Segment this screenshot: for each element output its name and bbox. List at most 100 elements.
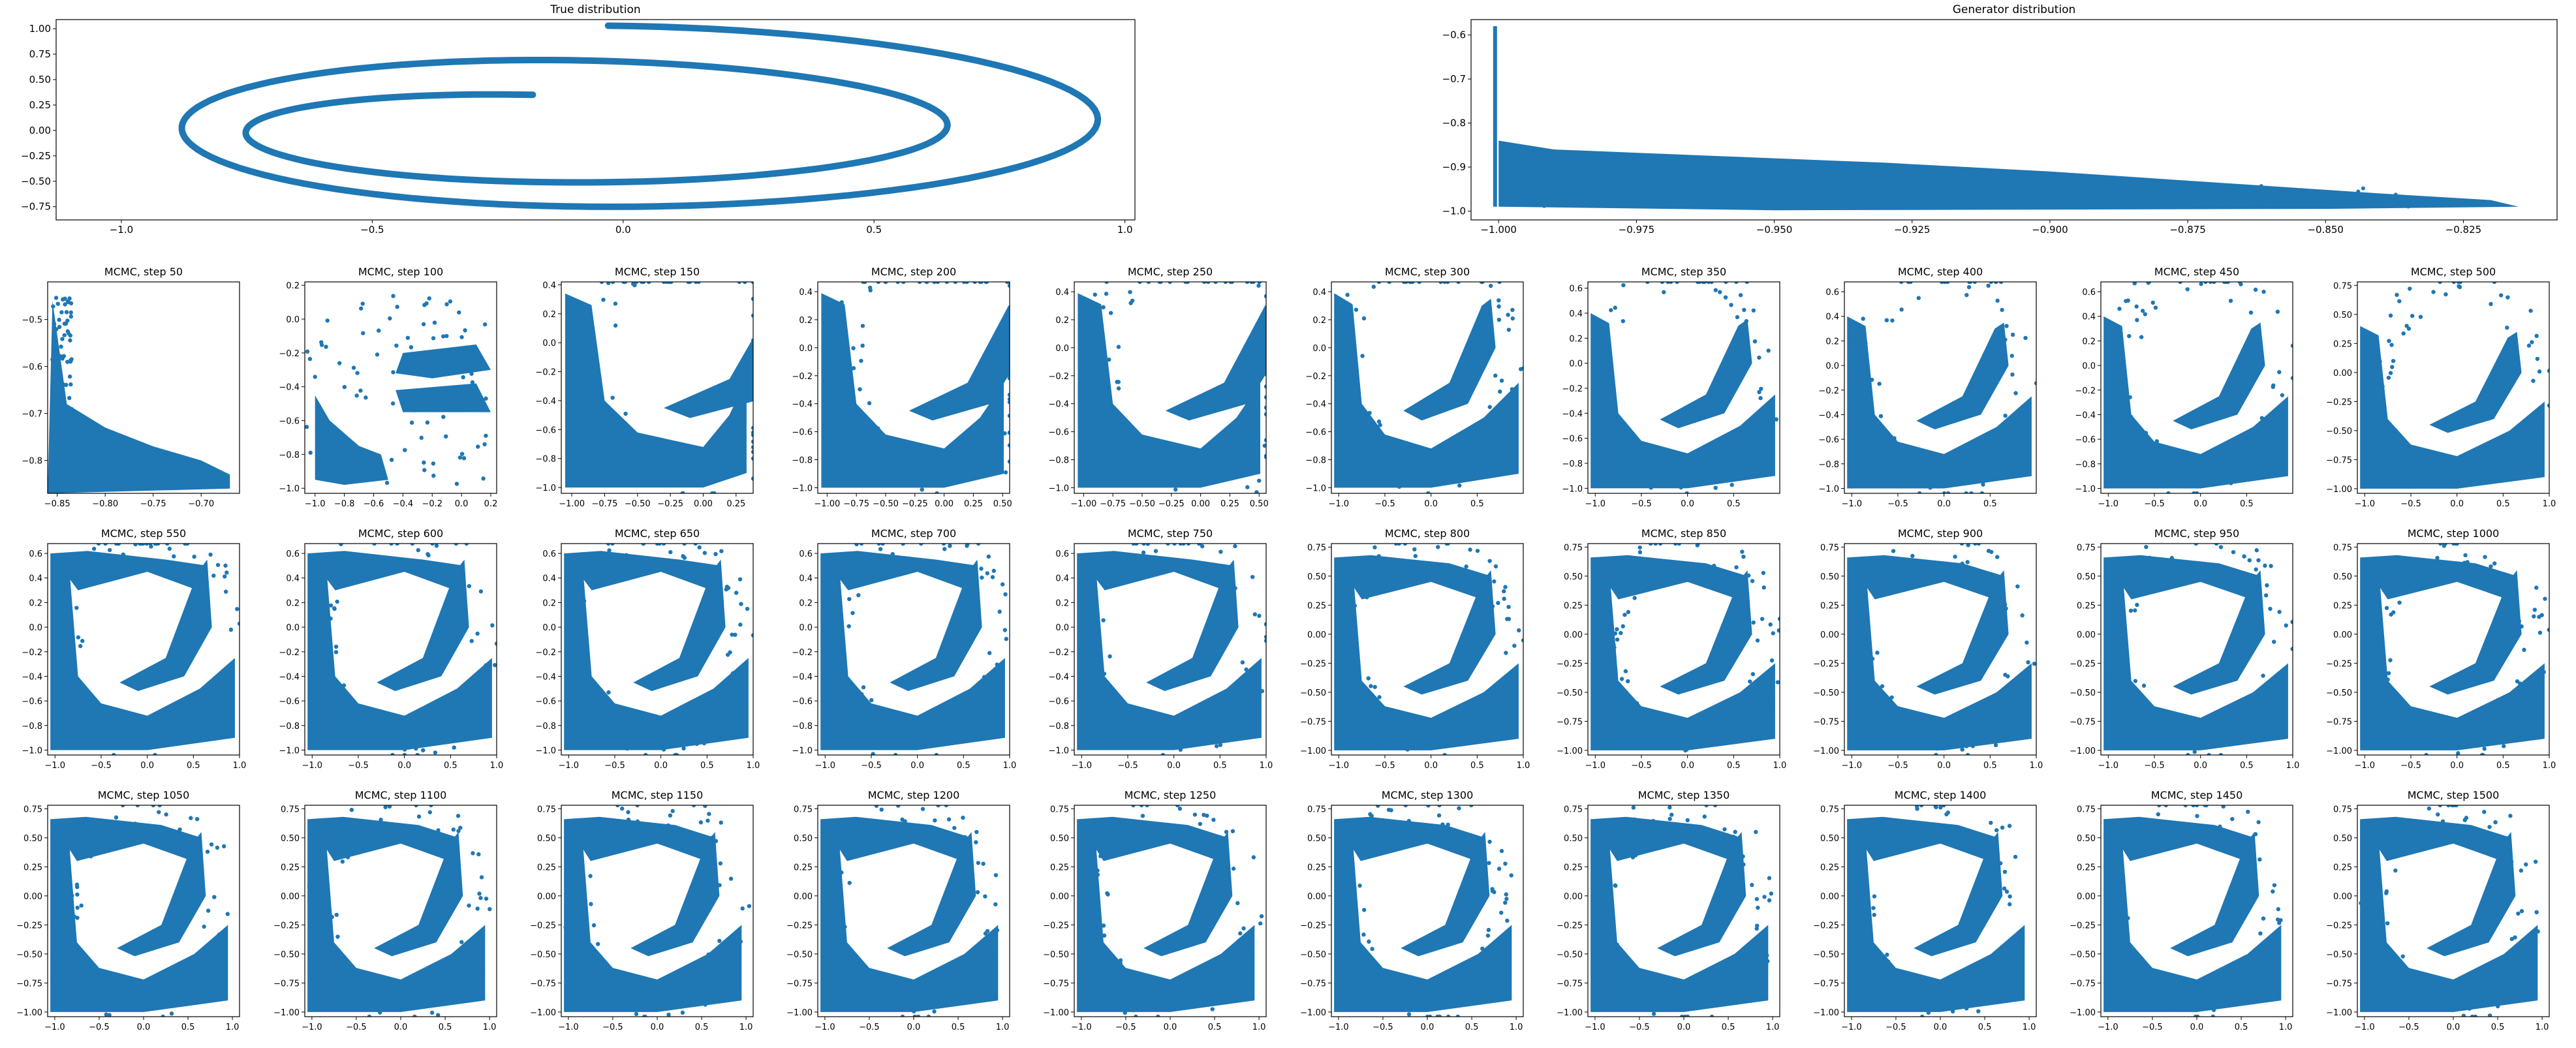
y-tick-label: −1.0 bbox=[535, 746, 556, 756]
data-point bbox=[2290, 647, 2293, 651]
x-tick-label: 0.0 bbox=[2194, 499, 2207, 509]
data-point bbox=[1381, 722, 1386, 727]
data-point bbox=[372, 544, 377, 546]
data-point bbox=[826, 928, 831, 932]
data-point bbox=[88, 854, 93, 859]
data-point bbox=[356, 976, 362, 981]
data-point bbox=[1919, 463, 1924, 469]
data-point bbox=[328, 603, 334, 608]
data-point bbox=[107, 1013, 112, 1017]
data-point bbox=[1737, 442, 1741, 446]
data-point bbox=[1703, 740, 1709, 745]
data-point bbox=[993, 872, 999, 878]
data-point bbox=[325, 318, 330, 323]
x-tick-label: 0.00 bbox=[935, 499, 954, 509]
data-point bbox=[355, 371, 360, 375]
x-tick-label: −0.5 bbox=[602, 1023, 623, 1032]
y-tick-label: 0.75 bbox=[1050, 805, 1069, 814]
data-point bbox=[1978, 738, 1982, 743]
data-point bbox=[461, 455, 467, 461]
data-point bbox=[2208, 282, 2213, 285]
scatter-points bbox=[565, 282, 753, 493]
data-point bbox=[2179, 199, 2183, 204]
y-tick-label: −0.2 bbox=[792, 372, 813, 382]
data-point bbox=[1760, 617, 1765, 621]
y-tick-label: −0.4 bbox=[2075, 410, 2096, 420]
y-tick-label: 0.4 bbox=[1312, 288, 1326, 298]
data-point bbox=[1906, 282, 1911, 285]
point-cloud bbox=[2103, 816, 2255, 861]
data-point bbox=[1993, 964, 1997, 969]
data-point bbox=[2467, 1006, 2472, 1011]
data-point bbox=[1858, 667, 1863, 671]
data-point bbox=[1244, 667, 1249, 672]
data-point bbox=[2436, 812, 2440, 817]
point-cloud bbox=[396, 383, 491, 412]
y-tick-label: −1.00 bbox=[786, 1008, 813, 1018]
data-point bbox=[2443, 544, 2447, 546]
data-point bbox=[1759, 386, 1763, 392]
data-point bbox=[2468, 476, 2474, 480]
data-point bbox=[194, 853, 199, 857]
data-point bbox=[1677, 544, 1681, 546]
data-point bbox=[1506, 328, 1512, 332]
y-tick-label: −1.00 bbox=[530, 1008, 556, 1018]
data-point bbox=[1647, 992, 1651, 996]
data-point bbox=[348, 824, 352, 829]
data-point bbox=[113, 741, 118, 746]
subplot: MCMC, step 700−1.0 −0.5 0.0 0.5 1.0−1.0−0.8−… bbox=[792, 527, 1016, 771]
data-point bbox=[1966, 544, 1970, 547]
data-point bbox=[710, 835, 715, 840]
data-point bbox=[200, 571, 206, 576]
y-tick-label: −0.8 bbox=[535, 455, 556, 465]
y-tick-label: 0.2 bbox=[542, 598, 556, 608]
data-point bbox=[107, 732, 112, 737]
data-point bbox=[942, 547, 947, 551]
data-point bbox=[334, 912, 339, 917]
data-point bbox=[2261, 673, 2265, 678]
data-point bbox=[1868, 576, 1872, 581]
data-point bbox=[1002, 628, 1007, 632]
data-point bbox=[2132, 686, 2137, 690]
data-point bbox=[1262, 443, 1266, 448]
data-point bbox=[1405, 747, 1410, 752]
data-point bbox=[1863, 341, 1868, 346]
data-point bbox=[1992, 697, 1997, 701]
data-point bbox=[2259, 416, 2264, 420]
data-point bbox=[686, 1000, 691, 1004]
data-point bbox=[467, 387, 472, 392]
data-point bbox=[1376, 980, 1382, 985]
data-point bbox=[601, 839, 606, 843]
data-point bbox=[1264, 634, 1266, 640]
data-point bbox=[1735, 430, 1739, 435]
data-point bbox=[1740, 709, 1745, 714]
data-point bbox=[1950, 1009, 1955, 1014]
data-point bbox=[568, 678, 572, 683]
data-point bbox=[2367, 386, 2372, 390]
data-point bbox=[1981, 482, 1985, 487]
data-point bbox=[1084, 358, 1089, 363]
data-point bbox=[1880, 823, 1885, 828]
point-cloud bbox=[307, 553, 492, 750]
data-point bbox=[135, 805, 140, 808]
data-point bbox=[2169, 555, 2175, 561]
subplot: MCMC, step 1450−1.0 −0.5 0.0 0.5 1.0−1.00−0.… bbox=[2070, 789, 2293, 1032]
scatter-points bbox=[1591, 805, 1774, 1017]
data-point bbox=[1762, 693, 1767, 698]
subplot-title: MCMC, step 450 bbox=[2154, 266, 2239, 278]
data-point bbox=[606, 282, 611, 285]
data-point bbox=[2517, 619, 2522, 624]
subplot: MCMC, step 1250−1.0 −0.5 0.0 0.5 1.0−1.00−0.… bbox=[1043, 789, 1267, 1032]
data-point bbox=[1889, 829, 1894, 835]
data-point bbox=[1254, 489, 1259, 493]
data-point bbox=[431, 473, 436, 478]
data-point bbox=[631, 727, 636, 732]
point-cloud bbox=[1660, 319, 1752, 429]
data-point bbox=[1228, 464, 1232, 469]
x-tick-label: −0.5 bbox=[348, 761, 369, 771]
data-point bbox=[2135, 181, 2139, 186]
data-point bbox=[2192, 491, 2196, 493]
data-point bbox=[479, 703, 484, 709]
data-point bbox=[2252, 432, 2257, 437]
data-point bbox=[433, 750, 438, 755]
